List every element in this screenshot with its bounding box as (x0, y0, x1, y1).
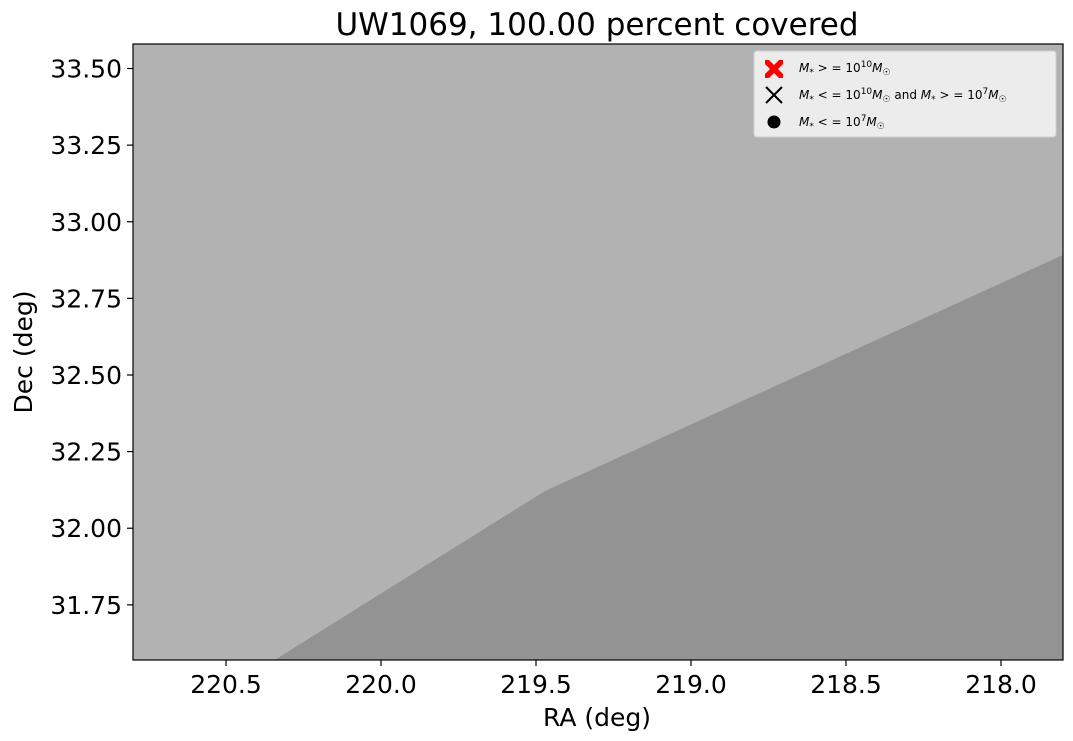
plot-area (132, 43, 1064, 661)
y-axis-ticks: 31.75 32.00 32.25 32.50 32.75 33.00 33.25 33.50 (50, 55, 133, 620)
legend-label-mid-mass: M* < = 1010M☉ and M* > = 107M☉ (799, 87, 1007, 105)
y-tick-label: 32.50 (50, 361, 122, 390)
legend-label-low-mass: M* < = 107M☉ (799, 114, 885, 132)
x-tick-label: 220.0 (345, 670, 417, 699)
legend-label-high-mass: M* > = 1010M☉ (799, 60, 891, 78)
legend-marker-low-mass (767, 115, 781, 129)
x-tick-label: 219.0 (655, 670, 727, 699)
legend-marker-mid-mass (765, 86, 783, 104)
y-tick-label: 32.25 (50, 438, 122, 467)
x-tick-label: 218.0 (965, 670, 1037, 699)
x-tick-label: 219.5 (500, 670, 572, 699)
x-tick-label: 218.5 (810, 670, 882, 699)
y-tick-label: 32.75 (50, 284, 122, 313)
chart-title: UW1069, 100.00 percent covered (335, 7, 858, 43)
y-tick-label: 33.00 (50, 208, 122, 237)
y-tick-label: 33.50 (50, 55, 122, 84)
legend-marker-high-mass (765, 60, 783, 78)
x-axis-label: RA (deg) (543, 703, 651, 732)
axes-frame (132, 43, 1064, 661)
y-tick-label: 32.00 (50, 514, 122, 543)
x-tick-label: 220.5 (190, 670, 262, 699)
legend: M* > = 1010M☉ M* < = 1010M☉ and M* > = 1… (753, 50, 1057, 138)
y-axis-label: Dec (deg) (9, 291, 38, 414)
legend-box (753, 50, 1057, 138)
y-tick-label: 33.25 (50, 131, 122, 160)
y-tick-label: 31.75 (50, 591, 122, 620)
x-axis-ticks: 220.5 220.0 219.5 219.0 218.5 218.0 (190, 660, 1037, 699)
